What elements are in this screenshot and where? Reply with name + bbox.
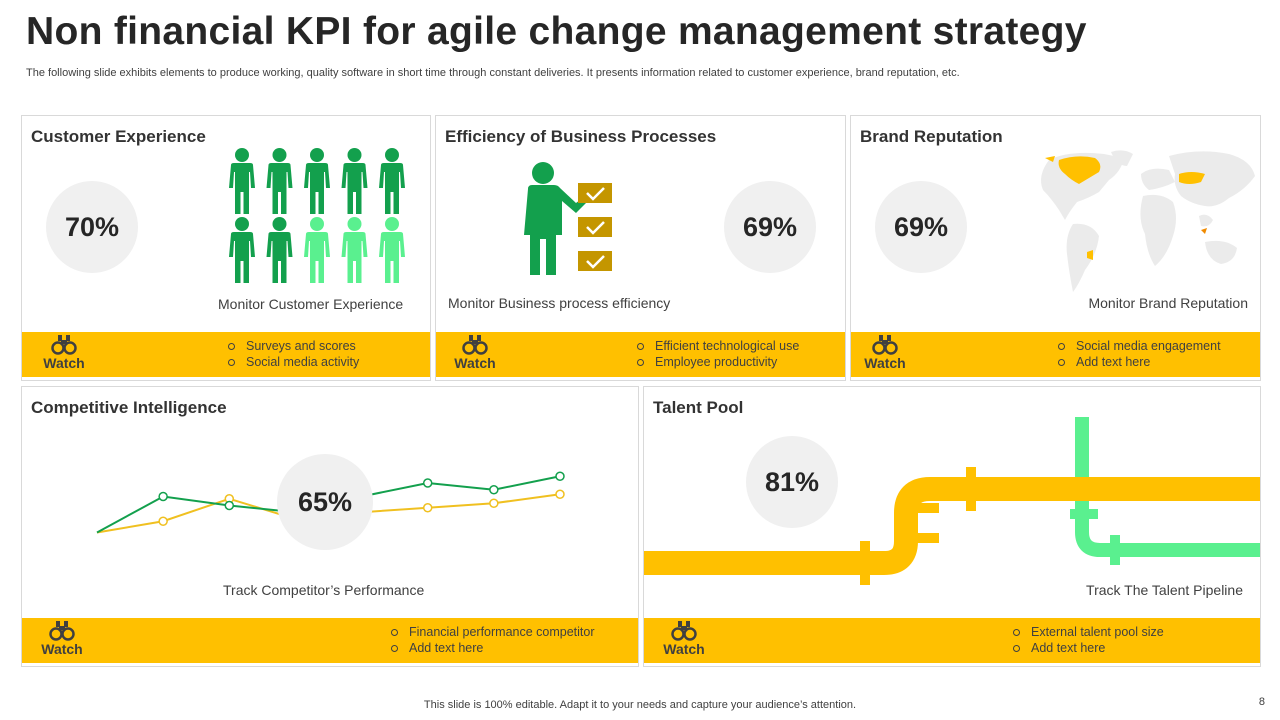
footer-note: This slide is 100% editable. Adapt it to… bbox=[423, 699, 857, 711]
data-point-yellow bbox=[158, 516, 168, 526]
bullet-list: Efficient technological use Employee pro… bbox=[636, 338, 799, 370]
list-item: Efficient technological use bbox=[636, 338, 799, 354]
person-icon bbox=[266, 148, 293, 214]
watch-bar: Watch Efficient technological use Employ… bbox=[436, 332, 845, 377]
card-caption: Track Competitor’s Performance bbox=[223, 582, 425, 598]
bullet-list: Surveys and scores Social media activity bbox=[227, 338, 359, 370]
list-item: Employee productivity bbox=[636, 354, 799, 370]
watch-indicator: Watch bbox=[661, 620, 707, 657]
card-caption: Track The Talent Pipeline bbox=[1086, 582, 1243, 598]
data-point-yellow bbox=[422, 503, 433, 513]
watch-indicator: Watch bbox=[862, 334, 908, 371]
binoculars-icon bbox=[49, 621, 75, 641]
data-point-yellow bbox=[489, 498, 499, 508]
page-number: 8 bbox=[1258, 696, 1265, 708]
watch-indicator: Watch bbox=[39, 620, 85, 657]
card-title: Customer Experience bbox=[31, 127, 206, 146]
watch-bar: Watch External talent pool size Add text… bbox=[644, 618, 1260, 663]
kpi-value: 65% bbox=[277, 454, 373, 550]
people-icon-grid bbox=[229, 148, 405, 283]
list-item: Add text here bbox=[1012, 640, 1164, 656]
brand-reputation-card: Brand Reputation 69% Monitor Brand Reput… bbox=[850, 115, 1261, 381]
list-item: Social media activity bbox=[227, 354, 359, 370]
kpi-value: 81% bbox=[746, 436, 838, 528]
card-title: Competitive Intelligence bbox=[31, 398, 227, 417]
binoculars-icon bbox=[51, 335, 77, 355]
data-point-yellow bbox=[555, 489, 565, 499]
watch-label: Watch bbox=[663, 641, 705, 657]
person-icon bbox=[341, 217, 368, 283]
pipeline-icon bbox=[644, 417, 1260, 585]
slide-subtitle: The following slide exhibits elements to… bbox=[26, 67, 960, 79]
watch-indicator: Watch bbox=[452, 334, 498, 371]
watch-bar: Watch Social media engagement Add text h… bbox=[851, 332, 1260, 377]
person-icon bbox=[266, 217, 293, 283]
list-item: Add text here bbox=[1057, 354, 1221, 370]
business-processes-card: Efficiency of Business Processes 69% Mon… bbox=[435, 115, 846, 381]
card-caption: Monitor Business process efficiency bbox=[448, 295, 671, 311]
person-icon bbox=[229, 148, 255, 214]
kpi-value: 70% bbox=[46, 181, 138, 273]
list-item: Financial performance competitor bbox=[390, 624, 595, 640]
bullet-list: Financial performance competitor Add tex… bbox=[390, 624, 595, 656]
person-icon bbox=[304, 217, 330, 283]
customer-experience-card: Customer Experience 70% Monitor Customer… bbox=[21, 115, 431, 381]
data-point-green bbox=[158, 491, 168, 502]
data-point-green bbox=[224, 500, 235, 511]
bullet-list: External talent pool size Add text here bbox=[1012, 624, 1164, 656]
card-caption: Monitor Brand Reputation bbox=[1088, 295, 1248, 311]
competitive-intelligence-card: Competitive Intelligence 65% Track Compe… bbox=[21, 386, 639, 667]
list-item: External talent pool size bbox=[1012, 624, 1164, 640]
talent-pool-card: Talent Pool 81% Track The Talent Pipelin… bbox=[643, 386, 1261, 667]
person-icon bbox=[379, 148, 405, 214]
person-icon bbox=[304, 148, 330, 214]
bullet-list: Social media engagement Add text here bbox=[1057, 338, 1221, 370]
person-checklist-icon bbox=[524, 162, 612, 275]
card-title: Talent Pool bbox=[653, 398, 744, 417]
data-point-green bbox=[489, 485, 499, 495]
person-icon bbox=[379, 217, 405, 283]
watch-indicator: Watch bbox=[41, 334, 87, 371]
binoculars-icon bbox=[671, 621, 697, 641]
watch-label: Watch bbox=[43, 355, 85, 371]
list-item: Add text here bbox=[390, 640, 595, 656]
card-title: Brand Reputation bbox=[860, 127, 1003, 146]
binoculars-icon bbox=[462, 335, 488, 355]
list-item: Social media engagement bbox=[1057, 338, 1221, 354]
watch-label: Watch bbox=[454, 355, 496, 371]
card-caption: Monitor Customer Experience bbox=[218, 296, 404, 312]
list-item: Surveys and scores bbox=[227, 338, 359, 354]
watch-label: Watch bbox=[864, 355, 906, 371]
watch-bar: Watch Surveys and scores Social media ac… bbox=[22, 332, 430, 377]
watch-label: Watch bbox=[41, 641, 83, 657]
kpi-value: 69% bbox=[724, 181, 816, 273]
slide-title: Non financial KPI for agile change manag… bbox=[26, 10, 1087, 53]
world-map-icon bbox=[1041, 150, 1255, 292]
binoculars-icon bbox=[872, 335, 898, 355]
card-title: Efficiency of Business Processes bbox=[445, 127, 717, 146]
person-icon bbox=[341, 148, 368, 214]
data-point-green bbox=[555, 471, 565, 481]
person-icon bbox=[229, 217, 255, 283]
data-point-green bbox=[422, 478, 433, 488]
watch-bar: Watch Financial performance competitor A… bbox=[22, 618, 638, 663]
kpi-value: 69% bbox=[875, 181, 967, 273]
